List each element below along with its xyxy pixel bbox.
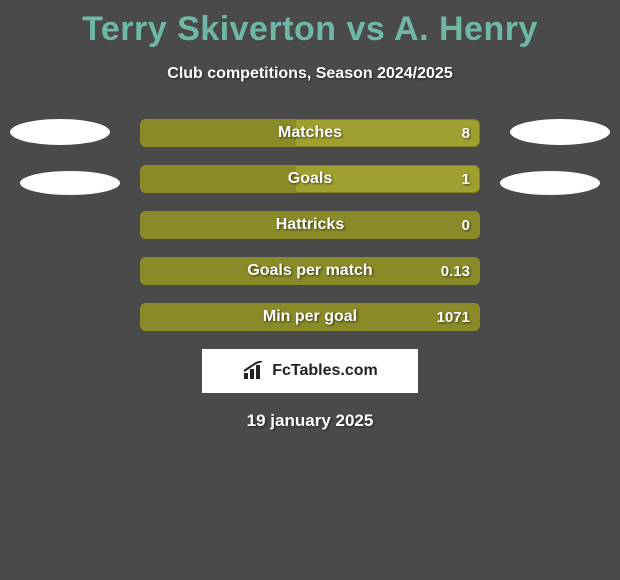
stat-row: Min per goal 1071 <box>140 303 480 331</box>
stat-label: Matches <box>140 119 480 147</box>
stat-value: 1 <box>462 165 470 193</box>
stat-row: Goals per match 0.13 <box>140 257 480 285</box>
stats-area: Matches 8 Goals 1 Hattricks 0 Goals per … <box>0 119 620 431</box>
player2-name: A. Henry <box>394 10 538 48</box>
stat-value: 0.13 <box>441 257 470 285</box>
vs-separator: vs <box>347 10 386 48</box>
stat-value: 0 <box>462 211 470 239</box>
stat-label: Goals per match <box>140 257 480 285</box>
avatar-placeholder-left-2 <box>20 171 120 195</box>
date-label: 19 january 2025 <box>0 411 620 431</box>
page-title: Terry Skiverton vs A. Henry <box>0 0 620 49</box>
stat-row: Matches 8 <box>140 119 480 147</box>
stat-row: Goals 1 <box>140 165 480 193</box>
avatar-placeholder-left-1 <box>10 119 110 145</box>
stat-row: Hattricks 0 <box>140 211 480 239</box>
stat-label: Hattricks <box>140 211 480 239</box>
avatar-placeholder-right-2 <box>500 171 600 195</box>
stat-label: Min per goal <box>140 303 480 331</box>
avatar-placeholder-right-1 <box>510 119 610 145</box>
chart-icon <box>242 361 268 381</box>
stat-label: Goals <box>140 165 480 193</box>
logo-box: FcTables.com <box>202 349 418 393</box>
subtitle: Club competitions, Season 2024/2025 <box>0 65 620 83</box>
logo-text: FcTables.com <box>272 362 378 380</box>
player1-name: Terry Skiverton <box>82 10 336 48</box>
stat-value: 8 <box>462 119 470 147</box>
stat-value: 1071 <box>437 303 470 331</box>
